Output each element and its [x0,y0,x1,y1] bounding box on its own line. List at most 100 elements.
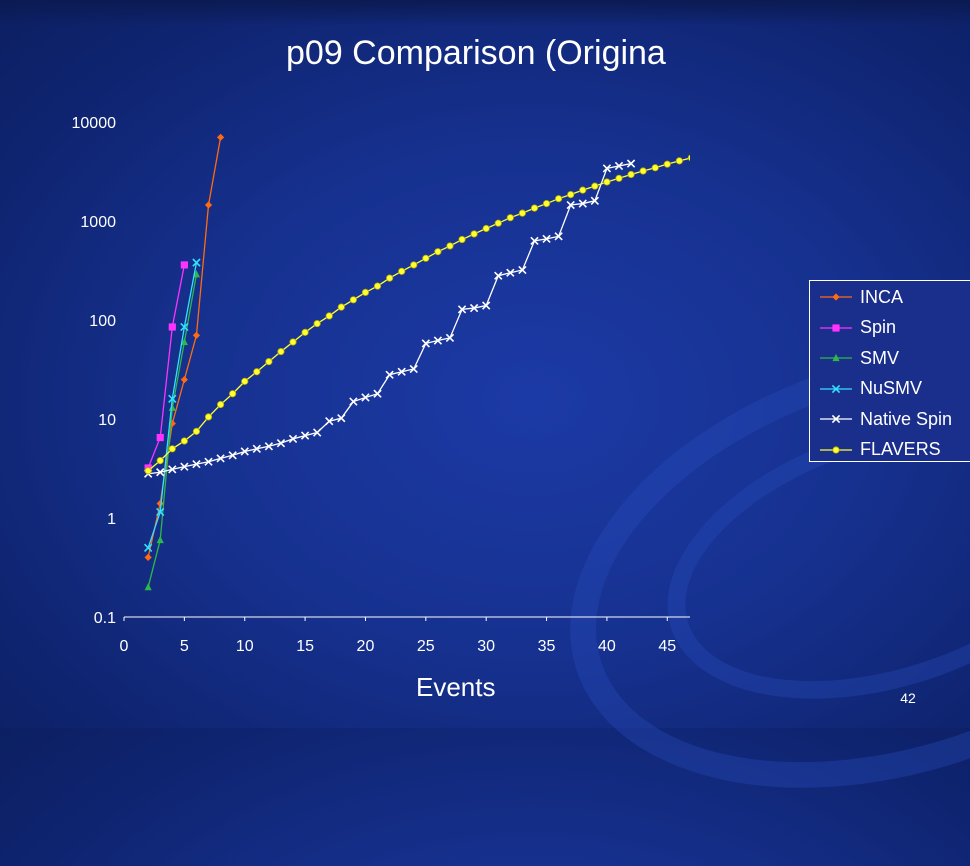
data-point-spin [168,323,176,331]
legend-swatch-flavers [820,445,852,454]
data-point-flavers [216,400,225,409]
data-point-native-spin [204,457,213,466]
data-point-flavers [446,242,454,250]
legend-label: SMV [860,347,900,368]
data-point-nusmv [192,258,201,267]
data-point-native-spin [240,447,249,456]
legend-swatch-spin [820,323,852,332]
data-point-native-spin [288,434,298,444]
data-point-native-spin [216,454,225,463]
legend-label: Native Spin [860,408,953,429]
series-line-flavers [147,157,690,472]
legend-swatch-marker [832,445,840,454]
data-point-flavers [361,288,370,297]
data-point-smv [180,337,188,346]
data-point-inca [192,331,201,339]
legend-item-flavers: FLAVERS [818,438,970,462]
data-point-flavers [385,274,394,282]
data-point-flavers [410,261,418,269]
data-point-native-spin [433,336,443,345]
data-point-nusmv [180,322,189,332]
data-point-flavers [156,457,164,465]
x-tick-label: 5 [180,638,189,655]
data-point-native-spin [602,164,612,173]
x-tick-label: 10 [236,638,254,655]
legend-item-inca: INCA [818,285,970,309]
legend-item-smv: SMV [818,346,970,370]
x-tick-label: 20 [357,638,375,655]
legend-swatch-native-spin [820,414,852,424]
data-point-native-spin [506,268,515,277]
data-point-smv [168,403,176,411]
data-point-flavers [555,195,563,203]
data-point-flavers [277,347,285,356]
data-point-flavers [603,178,611,186]
data-point-flavers [518,209,527,217]
chart-series-layer [143,133,690,591]
series-flavers [144,154,690,475]
y-tick-label: 10 [98,412,116,429]
x-axis-label: Events [416,672,496,702]
data-point-native-spin [252,444,261,453]
slide-top-band [0,0,970,26]
data-point-smv [144,583,152,591]
x-tick-label: 15 [296,638,314,655]
y-tick-label: 0.1 [94,610,116,627]
data-point-flavers [337,303,345,311]
data-point-flavers [506,214,514,222]
data-point-native-spin [409,364,418,374]
legend-item-native-spin: Native Spin [818,407,970,431]
y-tick-label: 100 [89,313,116,330]
data-point-native-spin [482,301,491,310]
x-tick-label: 45 [658,638,676,655]
data-point-flavers [301,328,309,336]
data-point-native-spin [566,200,575,210]
data-point-flavers [615,174,623,182]
data-point-native-spin [337,413,346,423]
data-point-native-spin [264,442,274,451]
data-point-native-spin [325,417,334,426]
data-point-native-spin [312,428,322,437]
data-point-native-spin [300,431,310,440]
data-point-flavers [494,219,502,227]
legend-label: INCA [860,286,904,307]
legend-item-nusmv: NuSMV [818,377,970,401]
data-point-flavers [265,358,273,366]
data-point-flavers [639,167,647,175]
series-inca [144,133,225,561]
data-point-nusmv [156,507,165,517]
y-tick-label: 1000 [80,214,116,231]
data-point-flavers [579,186,587,194]
data-point-flavers [651,164,659,172]
data-point-native-spin [373,389,382,398]
data-point-native-spin [168,465,177,474]
data-point-flavers [542,199,551,208]
data-point-native-spin [421,339,430,348]
data-point-native-spin [554,232,563,241]
data-point-flavers [229,390,237,398]
data-point-native-spin [614,161,624,171]
data-point-native-spin [192,459,201,469]
legend-swatch-inca [820,293,852,301]
series-smv [144,270,201,591]
data-point-inca [180,376,188,384]
data-point-flavers [398,267,406,275]
legend-swatch-marker [832,353,840,362]
data-point-nusmv [143,543,153,552]
legend-label: FLAVERS [860,439,941,459]
data-point-native-spin [590,196,600,205]
data-point-flavers [434,248,442,256]
legend-swatch-marker [832,293,840,301]
data-point-native-spin [469,303,479,313]
data-point-flavers [168,445,176,453]
data-point-flavers [289,338,297,346]
legend-swatch-marker [832,323,840,332]
page-number: 42 [900,690,916,706]
chart-legend: INCA Spin SMV NuSMV Native Spin FLAVERS [809,280,970,462]
x-tick-label: 0 [120,638,129,655]
data-point-native-spin [228,451,237,460]
data-point-flavers [530,204,539,212]
data-point-native-spin [626,159,636,168]
data-point-flavers [349,296,357,304]
